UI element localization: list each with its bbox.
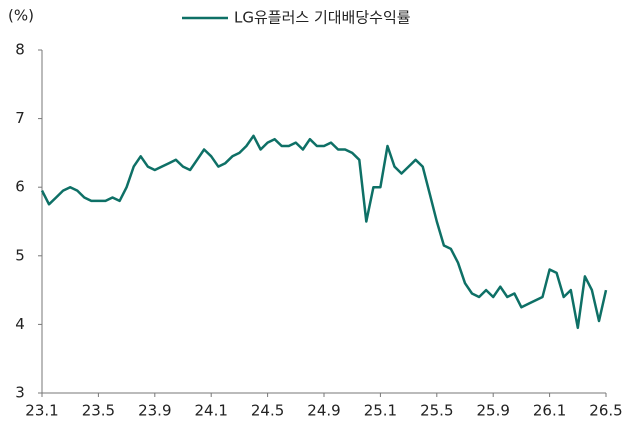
y-tick-label: 4 (15, 315, 25, 333)
x-tick-label: 23.9 (138, 402, 171, 420)
x-tick-label: 25.1 (364, 402, 397, 420)
x-tick-label: 24.5 (251, 402, 284, 420)
x-tick-label: 23.5 (82, 402, 115, 420)
x-tick-label: 25.9 (476, 402, 509, 420)
x-tick-label: 26.5 (589, 402, 622, 420)
y-axis-label: (%) (8, 7, 34, 25)
x-tick-label: 23.1 (25, 402, 58, 420)
y-tick-label: 3 (15, 384, 25, 402)
x-tick-label: 25.5 (420, 402, 453, 420)
line (40, 134, 608, 330)
x-tick-label: 24.1 (194, 402, 227, 420)
y-tick-label: 8 (15, 41, 25, 59)
y-tick-label: 5 (15, 246, 25, 264)
x-tick-label: 26.1 (533, 402, 566, 420)
y-tick-label: 7 (15, 109, 25, 127)
legend-label: LG유플러스 기대배당수익률 (234, 9, 411, 27)
y-tick-label: 6 (15, 178, 25, 196)
x-tick-label: 24.9 (307, 402, 340, 420)
